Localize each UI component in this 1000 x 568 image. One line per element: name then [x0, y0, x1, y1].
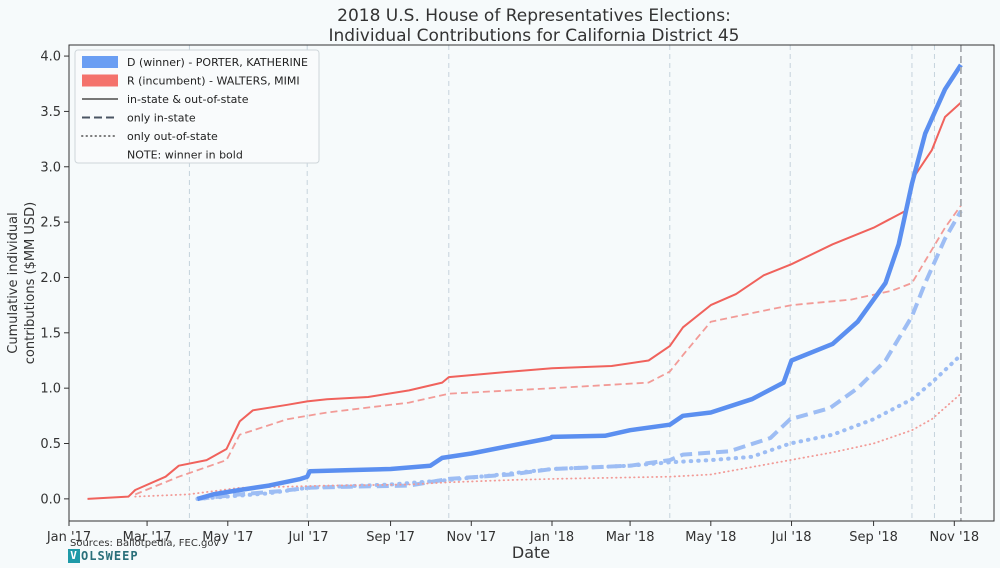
series-d-only-in-state	[197, 210, 963, 501]
plot-frame	[68, 44, 995, 522]
chart-title-line-2: Individual Contributions for California …	[328, 26, 739, 46]
series-r-only-in-state	[134, 204, 962, 496]
chart-title: 2018 U.S. House of Representatives Elect…	[328, 6, 739, 46]
y-tick-label: 0.0	[40, 492, 61, 507]
y-tick-label: 1.5	[40, 326, 61, 341]
x-tick-label: Jan '17	[46, 530, 91, 545]
x-tick-label: Mar '17	[123, 530, 172, 545]
x-tick-label: Sep '18	[849, 530, 898, 545]
legend: D (winner) - PORTER, KATHERINE R (incumbe…	[74, 49, 320, 164]
x-tick-label: Sep '17	[366, 530, 415, 545]
x-axis-ticks: Jan '17 Mar '17 May '17 Jul '17 Sep '17 Nov '…	[46, 521, 979, 545]
series-d-in-state-out-of-state	[196, 63, 963, 502]
legend-label: NOTE: winner in bold	[127, 149, 243, 162]
legend-label: only in-state	[127, 112, 196, 125]
y-axis-label-line-1: Cumulative individual	[6, 212, 21, 353]
x-tick-label: May '17	[202, 530, 253, 545]
series-d-only-out-of-state	[195, 353, 963, 501]
x-tick-label: Mar '18	[606, 530, 655, 545]
x-axis-label: Date	[512, 543, 550, 562]
x-tick-label: Nov '18	[929, 530, 979, 545]
chart-title-line-1: 2018 U.S. House of Representatives Elect…	[337, 6, 731, 26]
legend-label: D (winner) - PORTER, KATHERINE	[127, 56, 308, 69]
x-tick-label: Jan '18	[529, 530, 574, 545]
y-tick-label: 3.0	[40, 160, 61, 175]
y-axis-ticks: 0.0 0.5 1.0 1.5 2.0 2.5 3.0 3.5 4.0	[40, 50, 69, 507]
sources-note: Sources: Ballotpedia, FEC.gov	[70, 538, 220, 549]
brand-logo: V OLSWEEP	[68, 549, 139, 563]
y-axis-label-line-2: contributions ($MM USD)	[23, 202, 38, 364]
y-tick-label: 3.5	[40, 105, 61, 120]
y-tick-label: 2.5	[40, 216, 61, 231]
y-tick-label: 4.0	[40, 50, 61, 65]
y-tick-label: 1.0	[40, 382, 61, 397]
y-tick-label: 2.0	[40, 271, 61, 286]
series-lines	[87, 63, 963, 502]
legend-label: in-state & out-of-state	[127, 93, 249, 106]
series-r-only-out-of-state	[134, 392, 962, 498]
brand-logo-text: OLSWEEP	[81, 549, 139, 563]
brand-logo-mark: V	[68, 549, 80, 563]
y-axis-label: Cumulative individual contributions ($MM…	[6, 202, 38, 364]
legend-label: only out-of-state	[127, 130, 218, 143]
x-tick-label: Jul '18	[771, 530, 812, 545]
legend-box	[74, 49, 320, 164]
legend-swatch	[82, 56, 118, 68]
y-tick-label: 0.5	[40, 437, 61, 452]
x-tick-label: Jul '17	[288, 530, 329, 545]
legend-swatch	[82, 74, 118, 87]
x-tick-label: May '18	[685, 530, 736, 545]
event-lines	[188, 45, 935, 521]
x-tick-label: Nov '17	[446, 530, 496, 545]
series-r-in-state-out-of-state	[87, 101, 962, 500]
legend-label: R (incumbent) - WALTERS, MIMI	[127, 75, 300, 88]
